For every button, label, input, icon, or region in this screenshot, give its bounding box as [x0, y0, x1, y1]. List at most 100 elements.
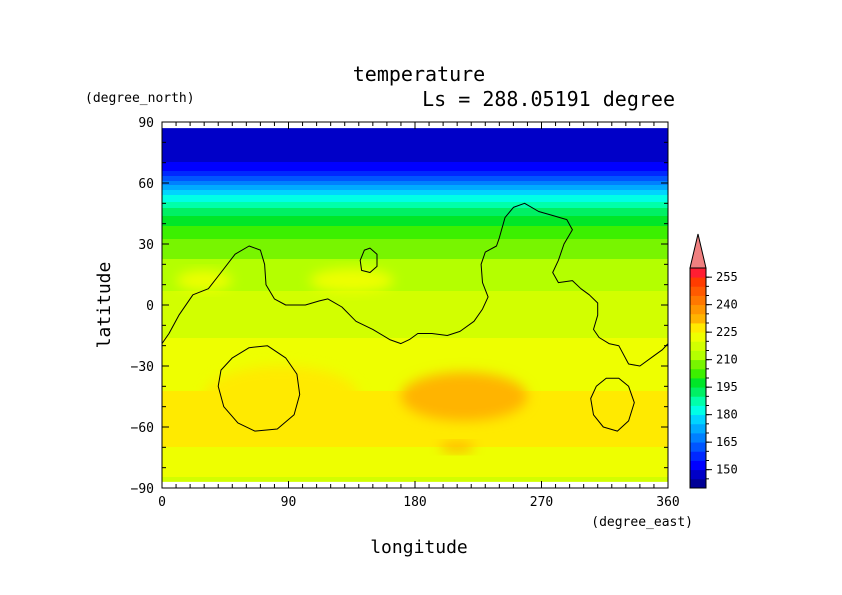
temperature-band [162, 437, 668, 439]
colorbar-swatch [690, 304, 706, 315]
temperature-band [162, 260, 668, 262]
temperature-band [162, 447, 668, 449]
temperature-band [162, 239, 668, 241]
temperature-band [162, 164, 668, 166]
temperature-band [162, 346, 668, 348]
temperature-band [162, 355, 668, 357]
temperature-band [162, 333, 668, 335]
temperature-band [162, 250, 668, 252]
temperature-band [162, 302, 668, 304]
temperature-band [162, 211, 668, 213]
temperature-band [162, 153, 668, 155]
temperature-band [162, 253, 668, 255]
temperature-band [162, 432, 668, 434]
temperature-band [162, 170, 668, 172]
temperature-band [162, 332, 668, 334]
temperature-band [162, 315, 668, 317]
colorbar-swatch [690, 286, 706, 296]
temperature-band [162, 331, 668, 333]
colorbar-swatch [690, 295, 706, 306]
temperature-band [162, 263, 668, 265]
temperature-band [162, 171, 668, 173]
temperature-band [162, 176, 668, 178]
temperature-band [162, 262, 668, 264]
colorbar-swatch [690, 350, 706, 361]
temperature-band [162, 340, 668, 342]
colorbar-swatch [690, 396, 706, 406]
colorbar-tick-label: 225 [716, 325, 738, 339]
colorbar-swatch [690, 423, 706, 434]
x-tick-label: 180 [403, 495, 426, 510]
temperature-band [162, 297, 668, 299]
temperature-band [162, 458, 668, 460]
temperature-band [162, 304, 668, 306]
y-tick-label: 60 [138, 177, 154, 192]
temperature-band [162, 440, 668, 442]
colorbar-tick-label: 165 [716, 435, 738, 449]
temperature-band [162, 298, 668, 300]
temperature-band [162, 220, 668, 222]
temperature-band [162, 430, 668, 432]
temperature-band [162, 184, 668, 186]
temperature-band [162, 328, 668, 330]
plot-axes: 0 90 180 270 360 90 60 30 0 −30 −60 −90 [131, 116, 680, 510]
temperature-band [162, 236, 668, 238]
temperature-band [162, 240, 668, 242]
temperature-band [162, 194, 668, 196]
temperature-band [162, 307, 668, 309]
temperature-band [162, 343, 668, 345]
temperature-band [162, 150, 668, 152]
temperature-band [162, 310, 668, 312]
colorbar-swatch [690, 405, 706, 416]
temperature-band [162, 275, 668, 277]
temperature-band [162, 480, 668, 482]
temperature-band [162, 344, 668, 346]
temperature-band [162, 313, 668, 315]
temperature-band [162, 215, 668, 217]
temperature-band [162, 314, 668, 316]
temperature-band [162, 157, 668, 159]
y-tick-label: 0 [146, 299, 154, 314]
temperature-band [162, 436, 668, 438]
temperature-band [162, 368, 668, 370]
colorbar: 150 165 180 195 210 225 240 255 [689, 233, 738, 489]
temperature-band [162, 296, 668, 298]
temperature-band [162, 431, 668, 433]
temperature-band [162, 146, 668, 148]
temperature-band [162, 249, 668, 251]
colorbar-tick-label: 240 [716, 298, 738, 312]
x-tick-label: 90 [281, 495, 297, 510]
temperature-band [162, 324, 668, 326]
temperature-band [162, 129, 668, 131]
chart-subtitle: Ls = 288.05191 degree [422, 87, 675, 111]
temperature-band [162, 241, 668, 243]
temperature-band [162, 303, 668, 305]
temperature-band [162, 132, 668, 134]
temperature-band [162, 284, 668, 286]
temperature-band [162, 472, 668, 474]
temperature-band [162, 252, 668, 254]
temperature-band [162, 464, 668, 466]
temperature-band [162, 287, 668, 289]
temperature-band [162, 468, 668, 470]
temperature-band [162, 280, 668, 282]
temperature-band [162, 369, 668, 371]
temperature-anomaly [309, 268, 394, 293]
temperature-band [162, 420, 668, 422]
temperature-band [162, 160, 668, 162]
temperature-band [162, 467, 668, 469]
temperature-band [162, 300, 668, 302]
temperature-band [162, 242, 668, 244]
temperature-band [162, 347, 668, 349]
temperature-band [162, 473, 668, 475]
temperature-band [162, 475, 668, 477]
temperature-band [162, 229, 668, 231]
colorbar-swatch [690, 451, 706, 461]
temperature-band [162, 414, 668, 416]
y-tick-label: −60 [131, 421, 154, 436]
colorbar-swatch [690, 478, 706, 489]
temperature-band [162, 254, 668, 256]
temperature-band [162, 204, 668, 206]
temperature-band [162, 283, 668, 285]
y-tick-label: −90 [131, 482, 154, 497]
